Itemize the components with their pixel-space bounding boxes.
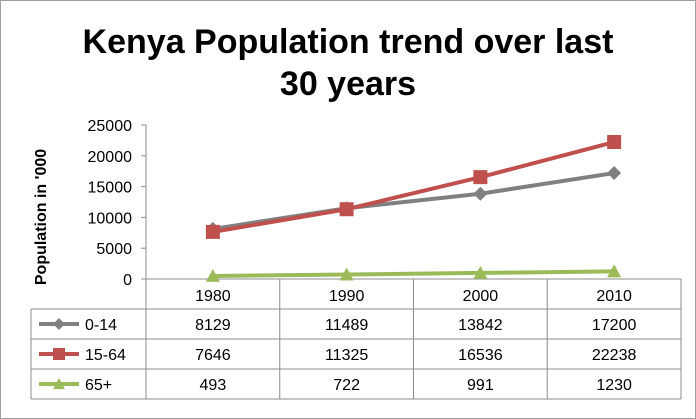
category-label: 2000: [463, 288, 499, 305]
category-label: 2010: [596, 288, 632, 305]
table-cell: 991: [467, 377, 494, 394]
data-point: [473, 186, 488, 201]
data-table: 1980 1990 2000 2010 0-14 8129 11489 13842 17200 1…: [30, 278, 682, 400]
y-tick-label: 0: [123, 272, 132, 289]
series-name: 15-64: [85, 347, 126, 364]
table-cell: 17200: [592, 317, 637, 334]
table-cell: 1230: [596, 377, 632, 394]
table-cell: 11325: [325, 347, 368, 364]
data-point: [473, 265, 488, 279]
data-point: [607, 264, 622, 278]
y-axis-title: Population in '000: [33, 149, 50, 285]
table-cell: 8129: [195, 317, 231, 334]
data-point: [473, 170, 488, 185]
data-point: [339, 202, 354, 217]
series-layer: [205, 135, 622, 282]
data-point: [205, 224, 220, 239]
legend-key-marker: [53, 378, 65, 390]
y-tick-label: 10000: [88, 210, 133, 227]
y-tick-label: 5000: [96, 241, 132, 258]
data-point: [607, 135, 622, 150]
series-name: 0-14: [85, 317, 117, 334]
chart-title-line-1: Kenya Population trend over last: [83, 23, 614, 61]
data-point: [607, 166, 622, 181]
series-name: 65+: [85, 377, 112, 394]
data-point: [339, 267, 354, 281]
data-point: [205, 268, 220, 282]
table-cell: 16536: [458, 347, 503, 364]
legend-key-marker: [53, 318, 65, 330]
table-cell: 11489: [325, 317, 368, 334]
legend-key-marker: [53, 348, 65, 360]
category-label: 1990: [329, 288, 365, 305]
table-cell: 22238: [592, 347, 637, 364]
table-cell: 7646: [195, 347, 231, 364]
series-line-65+: [212, 269, 615, 278]
table-cell: 493: [200, 377, 227, 394]
y-tick-label: 25000: [88, 118, 133, 135]
table-cell: 722: [333, 377, 360, 394]
y-tick-label: 15000: [88, 180, 133, 197]
chart-title-line-2: 30 years: [280, 65, 416, 103]
table-cell: 13842: [458, 317, 503, 334]
series-line-15-64: [212, 140, 615, 234]
category-label: 1980: [195, 288, 231, 305]
y-tick-label: 20000: [88, 149, 133, 166]
axes-layer: 0 5000 10000 15000 20000 25000: [88, 118, 147, 289]
